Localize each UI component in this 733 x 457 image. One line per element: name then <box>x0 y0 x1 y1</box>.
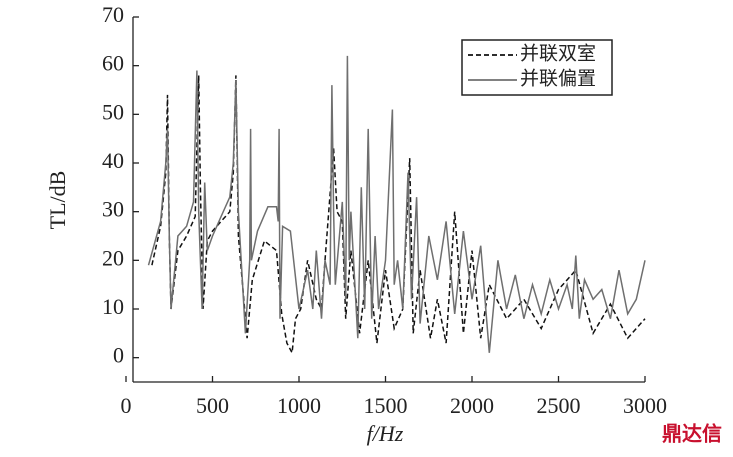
series-line <box>151 75 646 356</box>
x-tick-label: 0 <box>121 393 132 418</box>
x-axis-label: f/Hz <box>367 421 404 446</box>
y-axis-label: TL/dB <box>45 171 70 230</box>
x-tick-label: 500 <box>196 393 229 418</box>
series-line <box>147 55 646 353</box>
legend-label: 并联偏置 <box>520 67 596 89</box>
x-tick-label: 3000 <box>623 393 667 418</box>
legend-box <box>461 39 613 96</box>
y-tick-label: 40 <box>102 148 124 173</box>
y-tick-label: 20 <box>102 245 124 270</box>
x-tick-label: 2000 <box>450 393 494 418</box>
y-tick-label: 30 <box>102 197 124 222</box>
watermark: 鼎达信 <box>662 422 722 446</box>
y-tick-label: 10 <box>102 294 124 319</box>
x-tick-label: 1000 <box>277 393 321 418</box>
x-tick-label: 2500 <box>537 393 581 418</box>
y-tick-label: 70 <box>102 2 124 27</box>
y-tick-label: 0 <box>113 343 124 368</box>
legend-label: 并联双室 <box>520 42 596 64</box>
y-tick-label: 50 <box>102 99 124 124</box>
y-tick-label: 60 <box>102 51 124 76</box>
x-tick-label: 1500 <box>364 393 408 418</box>
